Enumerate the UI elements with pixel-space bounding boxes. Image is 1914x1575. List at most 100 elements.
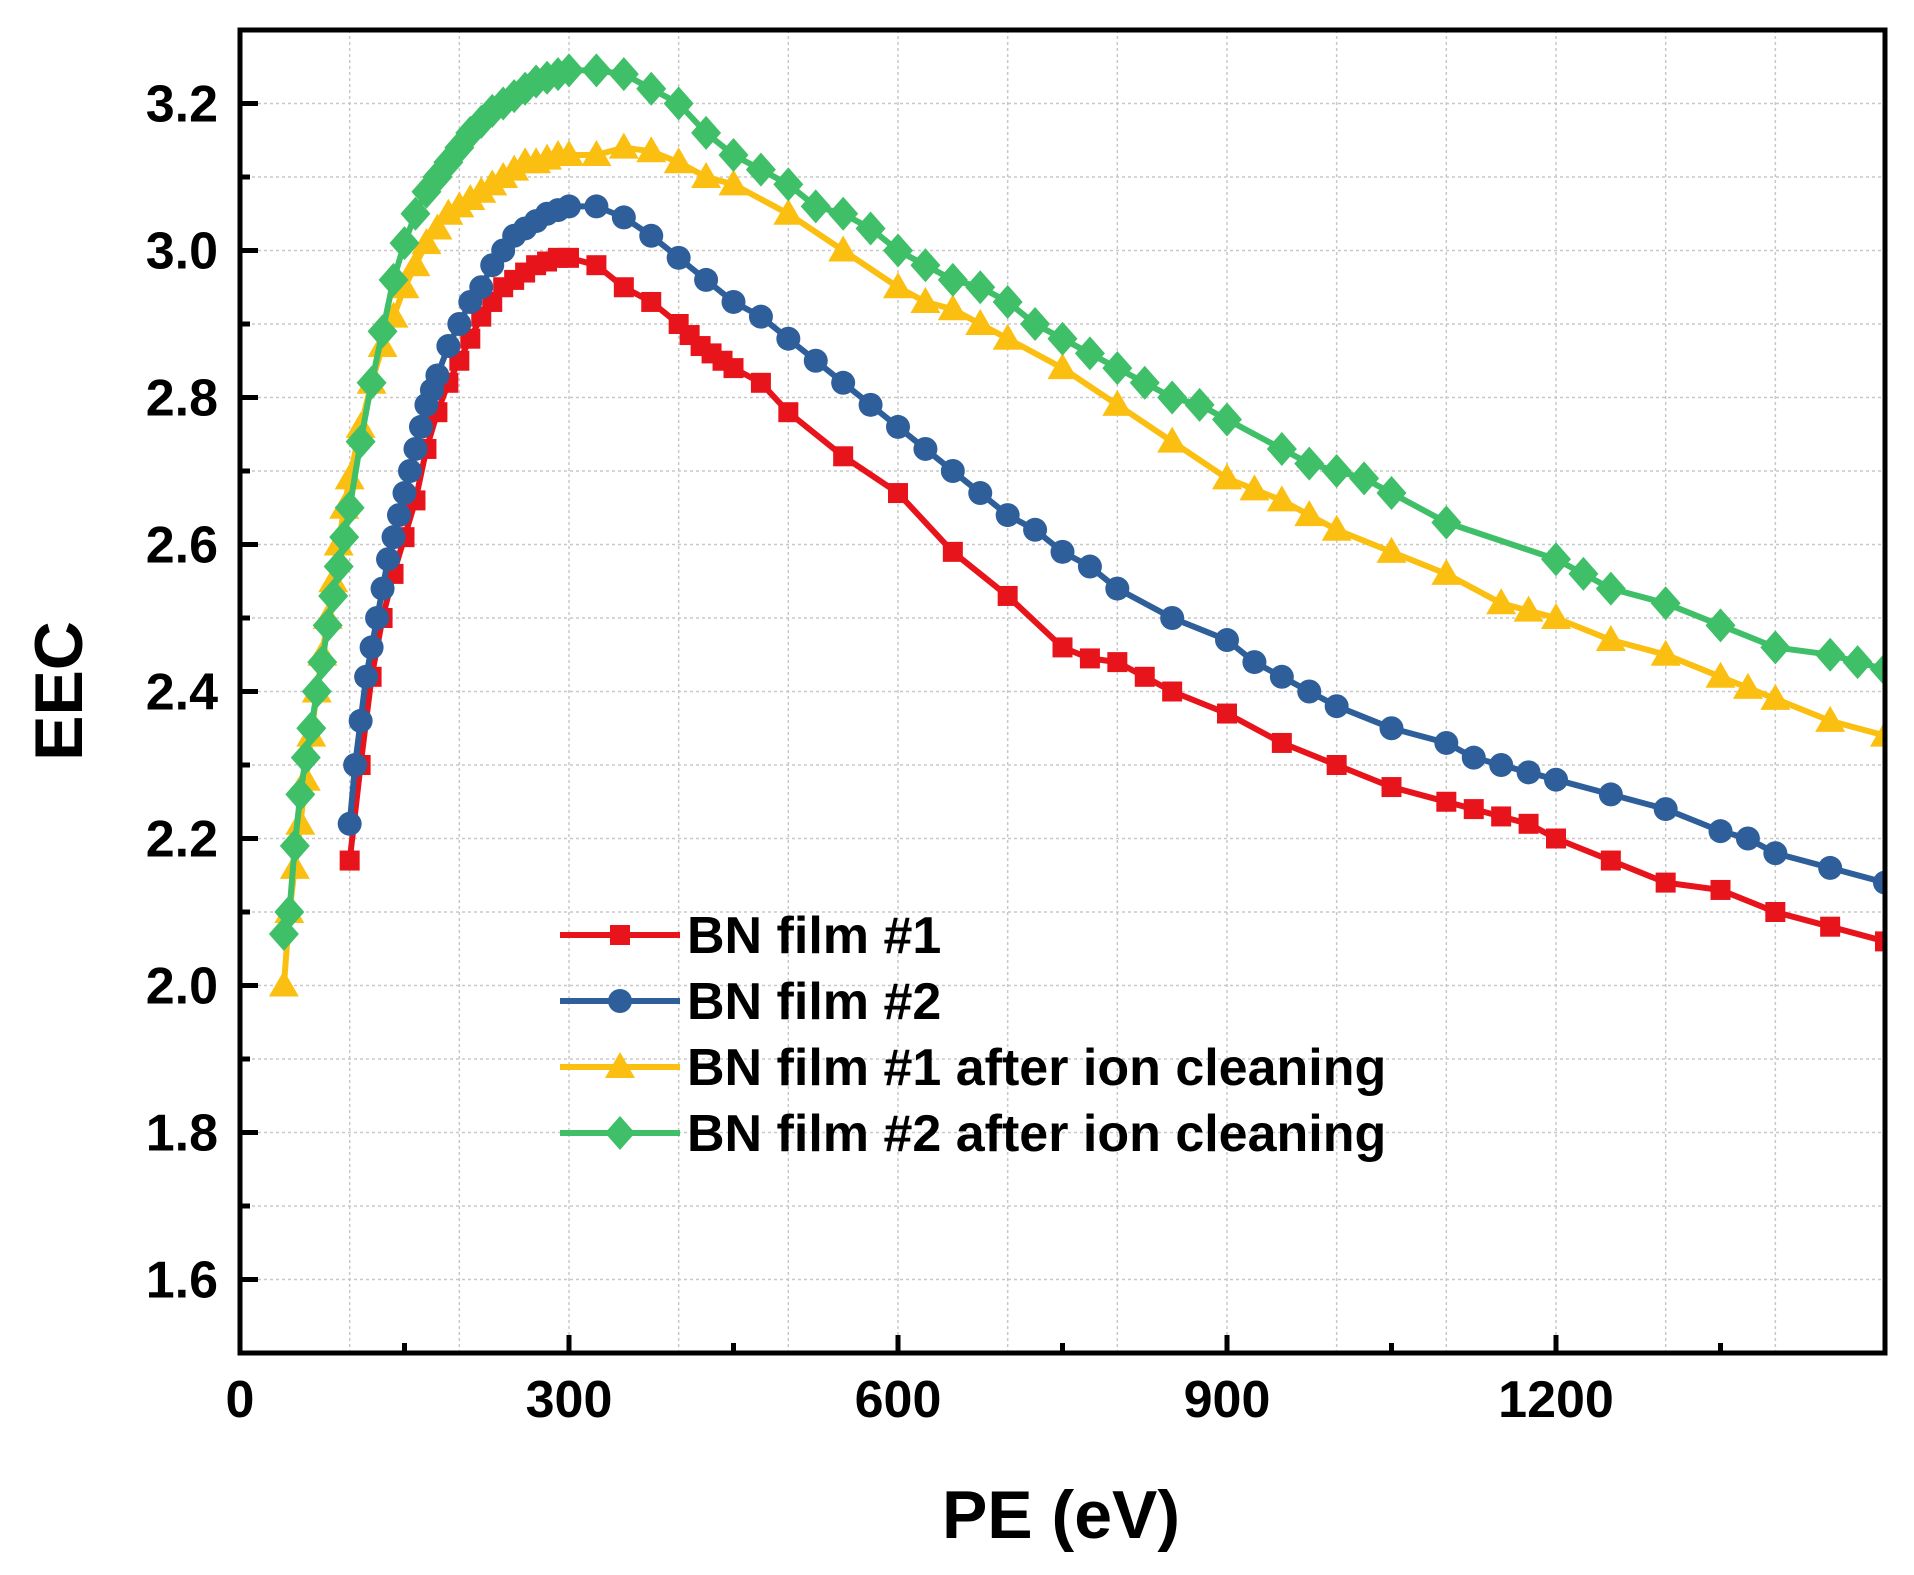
data-point-bn-film-1-after-ion-cleaning bbox=[883, 272, 913, 299]
data-point-bn-film-1-after-ion-cleaning bbox=[910, 286, 941, 313]
data-point-bn-film-1-after-ion-cleaning bbox=[691, 162, 722, 188]
data-point-bn-film-1 bbox=[1052, 637, 1073, 658]
data-point-bn-film-2-after-ion-cleaning bbox=[581, 53, 612, 88]
data-point-bn-film-2 bbox=[1516, 760, 1541, 785]
data-point-bn-film-2-after-ion-cleaning bbox=[608, 57, 639, 92]
data-point-bn-film-2 bbox=[1873, 870, 1885, 895]
data-point-bn-film-2-after-ion-cleaning bbox=[745, 152, 776, 187]
data-point-bn-film-2-after-ion-cleaning bbox=[1266, 431, 1297, 466]
data-point-bn-film-1-after-ion-cleaning bbox=[1321, 514, 1352, 541]
data-point-bn-film-1 bbox=[1875, 931, 1885, 952]
data-point-bn-film-2-after-ion-cleaning bbox=[1349, 461, 1380, 496]
data-point-bn-film-2 bbox=[354, 664, 379, 689]
data-point-bn-film-2-after-ion-cleaning bbox=[1541, 542, 1571, 577]
series-bn-film-2-after-ion-cleaning bbox=[268, 53, 1885, 952]
data-point-bn-film-1 bbox=[1546, 828, 1566, 849]
data-point-bn-film-2 bbox=[365, 606, 390, 630]
legend-label: BN film #1 bbox=[687, 907, 941, 965]
data-point-bn-film-2-after-ion-cleaning bbox=[329, 520, 360, 555]
y-tick-label: 2.6 bbox=[146, 517, 218, 575]
data-point-bn-film-2-after-ion-cleaning bbox=[356, 365, 387, 400]
data-point-bn-film-2 bbox=[1297, 679, 1322, 704]
data-point-bn-film-2 bbox=[1379, 716, 1404, 741]
data-point-bn-film-2 bbox=[968, 481, 993, 506]
data-point-bn-film-2-after-ion-cleaning bbox=[691, 115, 722, 150]
data-point-bn-film-2-after-ion-cleaning bbox=[307, 645, 338, 680]
data-point-bn-film-2 bbox=[748, 304, 773, 329]
data-point-bn-film-2 bbox=[584, 194, 609, 219]
legend-marker bbox=[605, 1052, 635, 1078]
data-point-bn-film-2-after-ion-cleaning bbox=[1212, 402, 1242, 437]
data-point-bn-film-2-after-ion-cleaning bbox=[1705, 608, 1736, 643]
data-point-bn-film-1 bbox=[1107, 652, 1128, 673]
data-point-bn-film-2-after-ion-cleaning bbox=[554, 53, 584, 88]
y-tick-label: 2.0 bbox=[146, 958, 218, 1016]
data-point-bn-film-1-after-ion-cleaning bbox=[1595, 625, 1626, 652]
legend-label: BN film #2 bbox=[687, 973, 941, 1031]
data-point-bn-film-1 bbox=[1710, 879, 1731, 900]
data-point-bn-film-2-after-ion-cleaning bbox=[389, 226, 420, 261]
data-point-bn-film-2 bbox=[436, 334, 461, 359]
data-point-bn-film-2-after-ion-cleaning bbox=[883, 233, 913, 268]
data-point-bn-film-2-after-ion-cleaning bbox=[323, 549, 354, 584]
data-point-bn-film-2 bbox=[666, 245, 691, 270]
data-point-bn-film-2-after-ion-cleaning bbox=[1568, 556, 1599, 591]
data-point-bn-film-1 bbox=[888, 483, 908, 504]
data-point-bn-film-1 bbox=[778, 402, 799, 423]
data-point-bn-film-2 bbox=[425, 363, 450, 388]
series-bn-film-2 bbox=[337, 194, 1885, 895]
data-point-bn-film-2-after-ion-cleaning bbox=[285, 777, 316, 812]
data-point-bn-film-1-after-ion-cleaning bbox=[1102, 389, 1133, 416]
data-point-bn-film-1-after-ion-cleaning bbox=[965, 309, 996, 335]
data-point-bn-film-2-after-ion-cleaning bbox=[296, 711, 327, 746]
data-point-bn-film-2-after-ion-cleaning bbox=[1102, 351, 1133, 386]
data-point-bn-film-2-after-ion-cleaning bbox=[1129, 365, 1160, 400]
data-point-bn-film-1-after-ion-cleaning bbox=[992, 323, 1023, 350]
series-layer bbox=[268, 53, 1885, 997]
data-point-bn-film-1-after-ion-cleaning bbox=[581, 139, 612, 166]
data-point-bn-film-2 bbox=[370, 576, 395, 601]
data-point-bn-film-1 bbox=[339, 850, 360, 871]
x-tick-label: 0 bbox=[226, 1371, 255, 1429]
data-point-bn-film-1 bbox=[586, 255, 607, 276]
data-point-bn-film-1 bbox=[1134, 666, 1155, 687]
data-point-bn-film-2 bbox=[392, 481, 417, 506]
data-point-bn-film-2-after-ion-cleaning bbox=[1074, 336, 1105, 371]
data-point-bn-film-2 bbox=[1242, 650, 1267, 675]
x-axis-title: PE (eV) bbox=[942, 1477, 1180, 1553]
data-point-bn-film-1-after-ion-cleaning bbox=[718, 169, 749, 196]
data-point-bn-film-2-after-ion-cleaning bbox=[1842, 645, 1873, 680]
data-point-bn-film-1-after-ion-cleaning bbox=[1431, 558, 1462, 585]
data-point-bn-film-1 bbox=[1463, 799, 1484, 820]
data-point-bn-film-1-after-ion-cleaning bbox=[1815, 705, 1846, 732]
data-point-bn-film-2-after-ion-cleaning bbox=[1294, 446, 1325, 481]
data-point-bn-film-2 bbox=[886, 414, 910, 439]
legend-item-bn-film-2: BN film #2 bbox=[560, 973, 941, 1031]
data-point-bn-film-1 bbox=[1765, 902, 1786, 922]
data-point-bn-film-1-after-ion-cleaning bbox=[1047, 353, 1078, 380]
data-point-bn-film-2 bbox=[1434, 730, 1459, 755]
data-point-bn-film-2 bbox=[913, 436, 938, 461]
data-point-bn-film-1 bbox=[1820, 916, 1841, 937]
data-point-bn-film-2-after-ion-cleaning bbox=[828, 196, 859, 231]
y-tick-label: 2.4 bbox=[146, 664, 218, 722]
data-point-bn-film-2-after-ion-cleaning bbox=[279, 828, 310, 863]
data-point-bn-film-2-after-ion-cleaning bbox=[1595, 571, 1626, 606]
y-tick-label: 2.8 bbox=[146, 370, 218, 428]
data-point-bn-film-2 bbox=[1818, 855, 1843, 880]
data-point-bn-film-2-after-ion-cleaning bbox=[636, 71, 667, 106]
data-point-bn-film-2 bbox=[940, 459, 965, 483]
data-point-bn-film-2-after-ion-cleaning bbox=[718, 137, 749, 172]
data-point-bn-film-2-after-ion-cleaning bbox=[334, 490, 365, 525]
data-point-bn-film-1 bbox=[1326, 755, 1347, 775]
legend-marker bbox=[610, 925, 630, 945]
data-point-bn-film-1 bbox=[641, 291, 662, 312]
data-point-bn-film-2-after-ion-cleaning bbox=[1760, 630, 1791, 665]
data-point-bn-film-2-after-ion-cleaning bbox=[1184, 387, 1215, 422]
data-point-bn-film-2-after-ion-cleaning bbox=[855, 211, 886, 246]
x-tick-label: 1200 bbox=[1498, 1371, 1614, 1429]
data-point-bn-film-2-after-ion-cleaning bbox=[1376, 476, 1407, 511]
x-tick-label: 900 bbox=[1184, 1371, 1271, 1429]
data-point-bn-film-2 bbox=[694, 267, 719, 292]
data-point-bn-film-2 bbox=[1077, 554, 1102, 579]
